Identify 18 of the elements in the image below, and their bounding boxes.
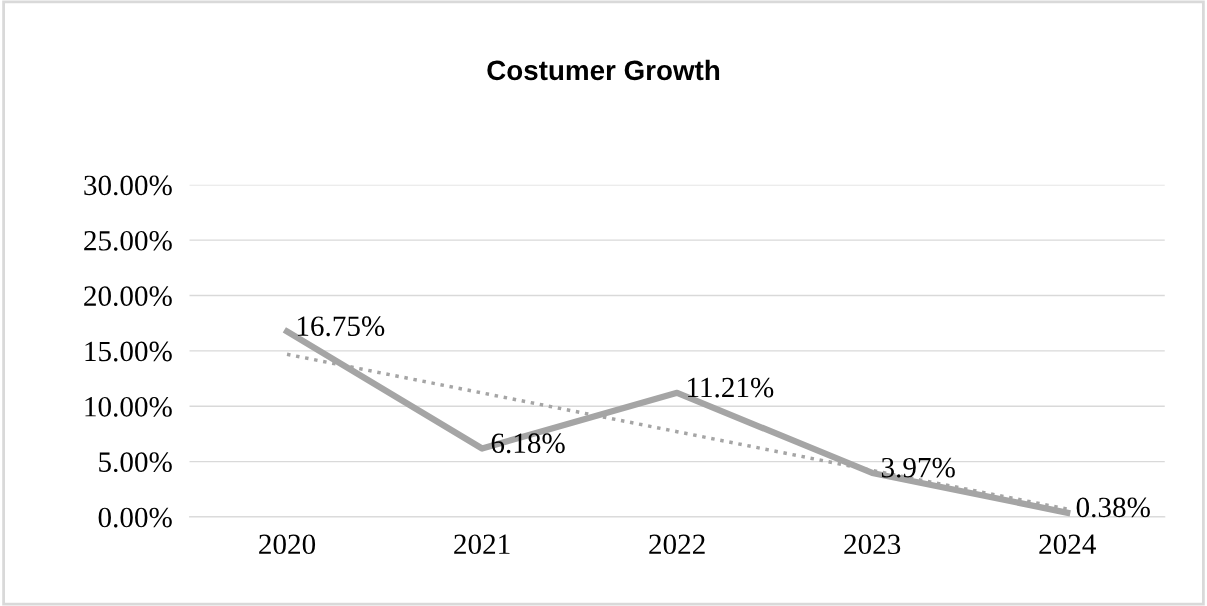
y-tick-label: 20.00% bbox=[84, 286, 172, 307]
y-tick-label: 25.00% bbox=[84, 230, 172, 251]
chart-title: Costumer Growth bbox=[487, 59, 720, 81]
y-tick-label: 0.00% bbox=[98, 507, 172, 528]
data-label: 6.18% bbox=[491, 433, 565, 454]
data-label: 0.38% bbox=[1076, 497, 1150, 518]
x-tick-label: 2020 bbox=[259, 534, 316, 555]
y-tick-label: 5.00% bbox=[99, 452, 172, 473]
x-tick-label: 2024 bbox=[1039, 534, 1096, 555]
data-label: 11.21% bbox=[688, 377, 774, 398]
data-label: 16.75% bbox=[297, 316, 385, 337]
y-tick-label: 15.00% bbox=[85, 341, 172, 362]
y-tick-label: 10.00% bbox=[85, 396, 172, 417]
y-tick-label: 30.00% bbox=[84, 175, 172, 196]
x-tick-label: 2021 bbox=[454, 534, 510, 555]
x-tick-label: 2023 bbox=[844, 534, 901, 555]
data-label: 3.97% bbox=[881, 457, 955, 478]
x-tick-label: 2022 bbox=[649, 534, 705, 555]
